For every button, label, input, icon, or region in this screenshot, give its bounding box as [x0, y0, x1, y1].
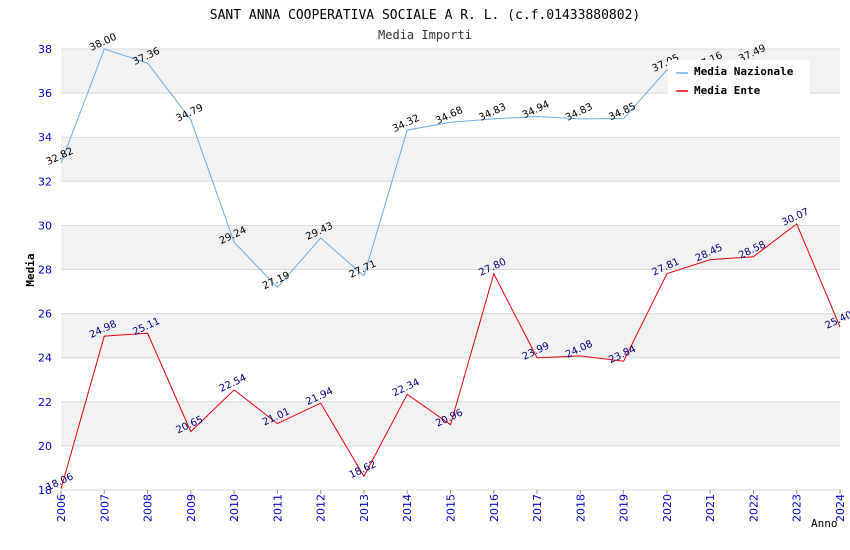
- y-axis-label: Media: [24, 253, 37, 286]
- x-tick-label: 2016: [488, 494, 501, 522]
- legend-label-media-nazionale: Media Nazionale: [694, 65, 794, 78]
- chart-subtitle: Media Importi: [378, 28, 472, 42]
- x-tick-label: 2024: [834, 494, 847, 522]
- y-tick-label: 26: [38, 308, 52, 321]
- x-axis-ticks: 2006 2007 2008 2009 2010 2011 2012 2013 2014 2015…: [55, 494, 847, 522]
- legend-label-media-ente: Media Ente: [694, 84, 761, 97]
- plot-band: [61, 269, 840, 314]
- x-tick-label: 2009: [185, 494, 198, 522]
- plot-band: [61, 93, 840, 138]
- x-tick-label: 2021: [704, 494, 717, 522]
- legend-box: [668, 60, 810, 94]
- series-line-media-ente: [60, 223, 841, 489]
- y-tick-label: 30: [38, 219, 52, 232]
- x-tick-label: 2018: [574, 494, 587, 522]
- background-bands: [61, 49, 840, 490]
- x-tick-label: 2022: [747, 494, 760, 522]
- y-tick-label: 28: [38, 264, 52, 277]
- chart-title: SANT ANNA COOPERATIVA SOCIALE A R. L. (c…: [210, 8, 640, 23]
- y-tick-label: 18: [38, 484, 52, 497]
- x-tick-label: 2013: [358, 494, 371, 522]
- plot-band: [61, 181, 840, 226]
- y-tick-label: 20: [38, 440, 52, 453]
- y-tick-label: 24: [38, 352, 52, 365]
- x-tick-label: 2010: [228, 494, 241, 522]
- x-tick-label: 2012: [315, 494, 328, 522]
- plot-band: [61, 225, 840, 270]
- x-tick-label: 2017: [531, 494, 544, 522]
- plot-band: [61, 357, 840, 402]
- x-tick-label: 2019: [618, 494, 631, 522]
- y-tick-label: 36: [38, 87, 52, 100]
- x-tick-label: 2007: [98, 494, 111, 522]
- gridlines: [60, 48, 841, 494]
- legend: Media Nazionale Media Ente: [668, 60, 810, 97]
- plot-band: [61, 313, 840, 358]
- x-tick-label: 2006: [55, 494, 68, 522]
- y-tick-label: 34: [38, 131, 52, 144]
- x-tick-label: 2011: [271, 494, 284, 522]
- x-axis-label: Anno: [811, 517, 838, 530]
- series-lines: [60, 48, 841, 489]
- x-tick-label: 2008: [142, 494, 155, 522]
- series-line-media-nazionale: [60, 48, 754, 289]
- x-tick-label: 2015: [445, 494, 458, 522]
- y-tick-label: 32: [38, 175, 52, 188]
- y-tick-label: 38: [38, 43, 52, 56]
- plot-band: [61, 445, 840, 490]
- x-tick-label: 2014: [401, 494, 414, 522]
- plot-band: [61, 137, 840, 182]
- x-tick-label: 2023: [791, 494, 804, 522]
- y-tick-label: 22: [38, 396, 52, 409]
- x-tick-label: 2020: [661, 494, 674, 522]
- y-axis-ticks: 18 20 22 24 26 28 30 32 34 36 38: [38, 43, 52, 497]
